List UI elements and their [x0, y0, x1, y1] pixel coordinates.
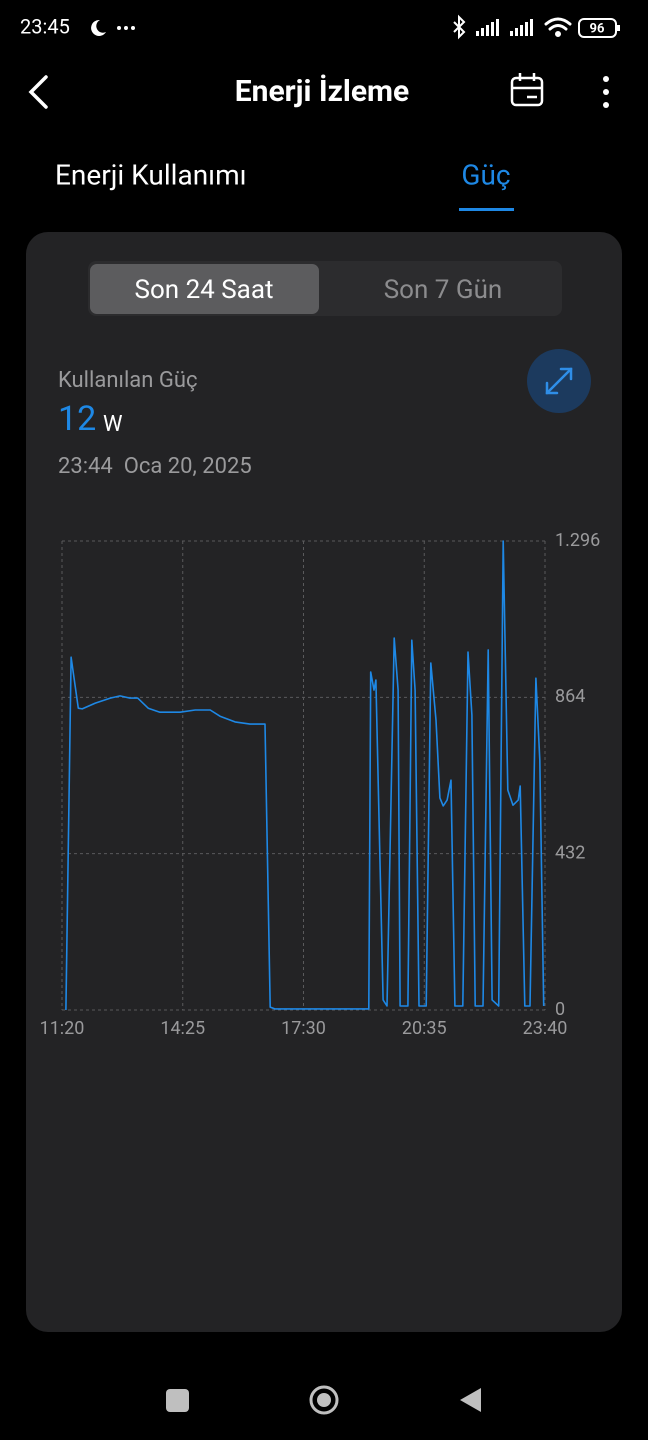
reading-value: 12	[58, 399, 96, 439]
back-button[interactable]	[28, 75, 48, 109]
x-tick-label: 20:35	[402, 1018, 447, 1039]
more-icon	[117, 26, 135, 30]
wifi-icon	[544, 17, 572, 37]
reading-timestamp: 23:44 Oca 20, 2025	[58, 454, 252, 479]
nav-recents[interactable]	[166, 1389, 189, 1412]
moon-icon	[91, 19, 106, 36]
reading-label: Kullanılan Güç	[58, 368, 198, 393]
x-tick-label: 17:30	[281, 1018, 326, 1039]
battery-icon	[578, 18, 617, 38]
x-tick-label: 11:20	[40, 1018, 85, 1039]
x-tick-label: 23:40	[523, 1018, 568, 1039]
reading-unit: W	[103, 412, 123, 437]
y-tick-label: 432	[555, 842, 585, 863]
chart: 0 432 864 1.296 11:20 14:25 17:30 20:35 23:40	[40, 530, 601, 1039]
tab-energy-usage[interactable]: Enerji Kullanımı	[55, 158, 247, 191]
card	[26, 232, 622, 1332]
range-active	[90, 264, 319, 314]
nav-back[interactable]	[460, 1388, 481, 1412]
range-7d[interactable]: Son 7 Gün	[384, 275, 503, 305]
x-tick-label: 14:25	[160, 1018, 205, 1039]
battery-tip	[617, 25, 620, 31]
y-tick-label: 0	[555, 999, 565, 1020]
tab-power[interactable]: Güç	[461, 158, 510, 191]
tab-indicator	[459, 208, 514, 211]
status-time: 23:45	[20, 14, 70, 38]
y-tick-label: 1.296	[555, 530, 600, 551]
header-title: Enerji İzleme	[235, 74, 409, 109]
battery-level: 96	[590, 21, 605, 36]
nav-home-dot	[317, 1393, 331, 1407]
calendar-button[interactable]	[510, 73, 544, 107]
y-tick-label: 864	[555, 686, 585, 707]
range-24h[interactable]: Son 24 Saat	[135, 275, 274, 305]
expand-icon	[545, 367, 573, 395]
power-line	[65, 540, 545, 1011]
nav-home[interactable]	[309, 1385, 339, 1415]
bluetooth-icon	[453, 14, 466, 40]
menu-button[interactable]	[603, 76, 609, 108]
signal-icon	[476, 19, 533, 36]
